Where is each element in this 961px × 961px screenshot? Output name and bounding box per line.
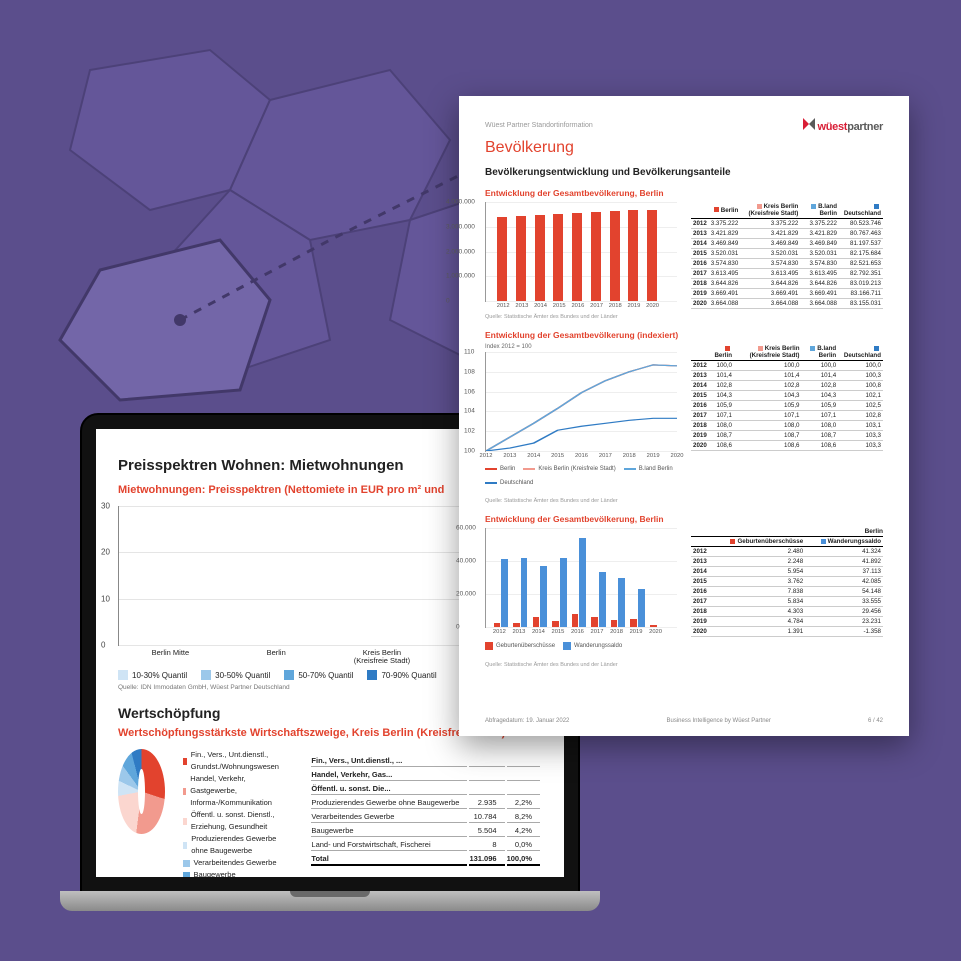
paper-h1: Bevölkerung (485, 139, 883, 157)
laptop-base (60, 891, 600, 911)
sec1-bar-chart: 01.000.0002.000.0003.000.0004.000.000201… (485, 202, 677, 302)
sec2-legend: BerlinKreis Berlin (Kreisfreie Stadt)B.l… (485, 466, 677, 486)
sec3-tbl-title: Berlin (691, 528, 883, 537)
sec3-bar-chart: 020.00040.00060.000201220132014201520162… (485, 528, 677, 628)
sec3-title: Entwicklung der Gesamtbevölkerung, Berli… (485, 514, 883, 524)
paper-header-left: Wüest Partner Standortinformation (485, 122, 593, 129)
brand-logo: wüestpartner (803, 118, 884, 133)
sec2-source: Quelle: Statistische Ämter des Bundes un… (485, 498, 677, 504)
paper-h2: Bevölkerungsentwicklung und Bevölkerungs… (485, 167, 883, 178)
donut-chart (118, 749, 165, 834)
paper-footer: Abfragedatum: 19. Januar 2022 Business I… (485, 718, 883, 724)
sec3-source: Quelle: Statistische Ämter des Bundes un… (485, 662, 677, 668)
wertschoepfung-table: Fin., Vers., Unt.dienstl., ...Handel, Ve… (309, 753, 542, 868)
sec2-line-chart: 1001021041061081102012201320142015201620… (485, 352, 677, 452)
donut-legend: Fin., Vers., Unt.dienstl., Grundst./Wohn… (183, 749, 292, 877)
sec2-table: BerlinKreis Berlin (Kreisfreie Stadt)B.l… (691, 344, 883, 451)
sec1-table: BerlinKreis Berlin (Kreisfreie Stadt)B.l… (691, 202, 883, 309)
paper-page: Wüest Partner Standortinformation wüestp… (459, 96, 909, 736)
sec2-title: Entwicklung der Gesamtbevölkerung (index… (485, 330, 883, 340)
sec1-source: Quelle: Statistische Ämter des Bundes un… (485, 314, 677, 320)
sec2-ylab: Index 2012 = 100 (485, 344, 677, 350)
sec3-legend: GeburtenüberschüsseWanderungssaldo (485, 642, 677, 650)
sec1-title: Entwicklung der Gesamtbevölkerung, Berli… (485, 188, 883, 198)
sec3-table: GeburtenüberschüsseWanderungssaldo20122.… (691, 537, 883, 637)
